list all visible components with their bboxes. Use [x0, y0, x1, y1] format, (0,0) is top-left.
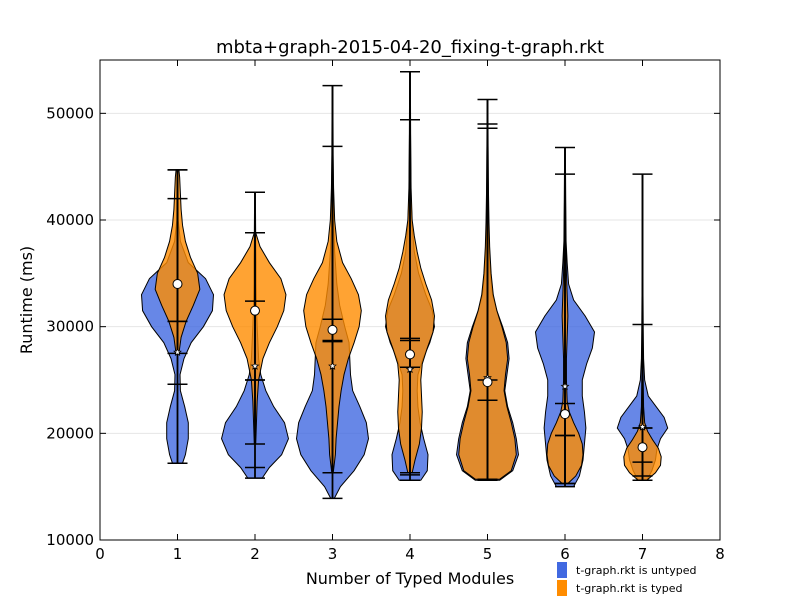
mean-marker-s1-x7 — [637, 442, 648, 453]
x-axis-label: Number of Typed Modules — [306, 569, 514, 588]
mean-marker-s0-x3 — [328, 361, 337, 370]
y-tick-label-4: 50000 — [46, 104, 94, 122]
x-tick-label-5: 5 — [483, 545, 493, 563]
y-axis-label: Runtime (ms) — [17, 246, 36, 354]
x-tick-label-8: 8 — [715, 545, 725, 563]
mean-marker-s1-x4 — [405, 349, 415, 360]
mean-marker-s1-x2 — [250, 305, 260, 316]
mean-marker-s0-x7 — [638, 422, 647, 431]
x-tick-label-0: 0 — [95, 545, 105, 563]
x-tick-label-6: 6 — [560, 545, 570, 563]
y-tick-label-3: 40000 — [46, 211, 94, 229]
x-tick-label-3: 3 — [328, 545, 338, 563]
mean-marker-s0-x4 — [405, 364, 415, 374]
x-tick-label-1: 1 — [173, 545, 183, 563]
x-tick-label-7: 7 — [638, 545, 648, 563]
mean-marker-s1-x5 — [482, 377, 493, 388]
y-tick-label-1: 20000 — [46, 424, 94, 442]
legend: t-graph.rkt is untyped t-graph.rkt is typ… — [557, 562, 696, 596]
legend-label-1: t-graph.rkt is typed — [576, 582, 683, 595]
legend-label-0: t-graph.rkt is untyped — [576, 564, 696, 577]
x-tick-label-4: 4 — [405, 545, 415, 563]
mean-marker-s1-x3 — [327, 324, 338, 335]
x-tick-label-2: 2 — [250, 545, 260, 563]
mean-marker-s0-x6 — [560, 381, 570, 391]
mean-marker-s1-x1 — [172, 279, 183, 289]
y-tick-label-2: 30000 — [46, 318, 94, 336]
mean-marker-s0-x1 — [173, 347, 182, 357]
y-tick-label-0: 10000 — [46, 531, 94, 549]
legend-swatch-0 — [557, 562, 567, 578]
chart-title: mbta+graph-2015-04-20_fixing-t-graph.rkt — [216, 37, 604, 58]
mean-marker-s0-x2 — [250, 361, 260, 370]
plot-area: 0 1 2 3 4 5 6 7 8 10000 20000 30000 40000 50000 — [46, 59, 725, 563]
legend-swatch-1 — [557, 580, 567, 596]
mean-marker-s1-x6 — [560, 409, 570, 420]
